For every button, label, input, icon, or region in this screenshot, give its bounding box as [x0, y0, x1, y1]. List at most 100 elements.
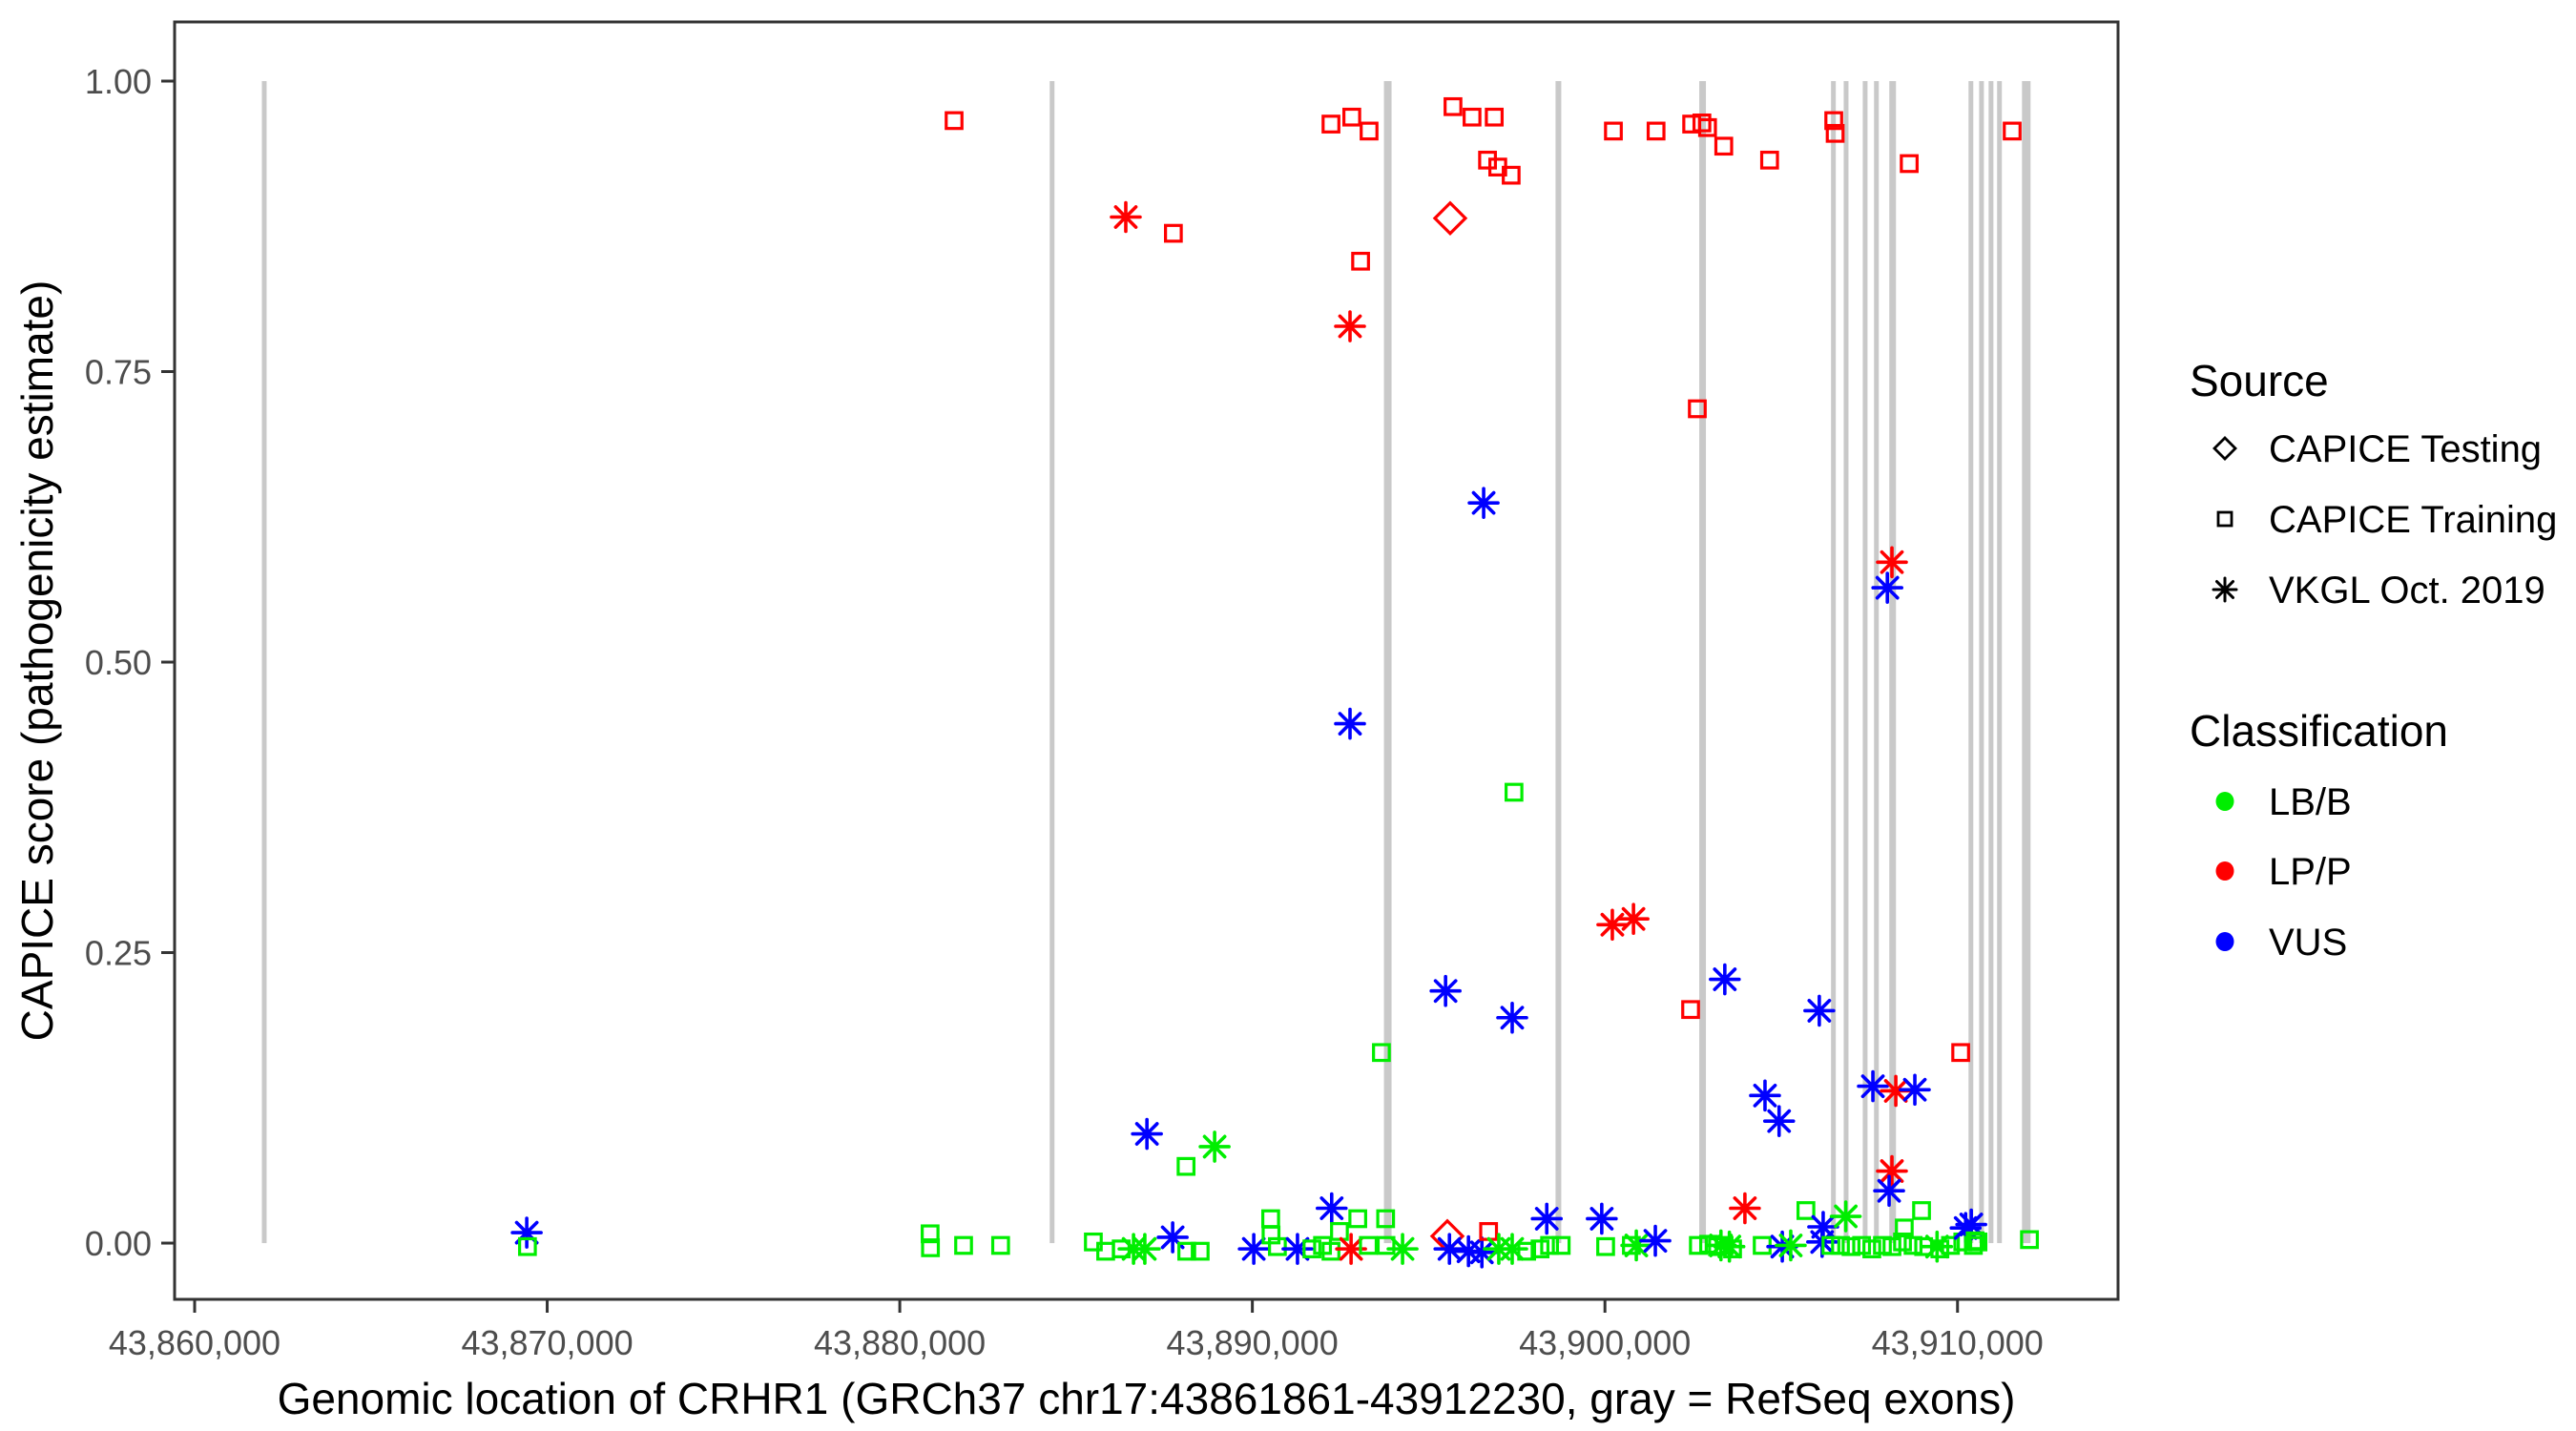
data-point-asterisk — [1467, 487, 1500, 519]
data-point-square — [1893, 1232, 1912, 1252]
data-point-asterisk — [1237, 1233, 1270, 1265]
legend-item-label: LP/P — [2269, 851, 2352, 893]
legend-item-label: LB/B — [2269, 781, 2352, 823]
exon-bar — [1889, 80, 1897, 1244]
data-point-square — [1821, 1235, 1840, 1255]
data-point-square — [1376, 1235, 1396, 1255]
data-point-square — [1604, 121, 1623, 141]
data-point-square — [1176, 1156, 1196, 1176]
data-point-square — [1444, 96, 1463, 116]
data-point-square — [1759, 150, 1779, 170]
data-point-square — [1796, 1201, 1816, 1220]
data-point-asterisk — [1530, 1202, 1564, 1235]
data-point-asterisk — [1429, 974, 1462, 1007]
data-point-square — [1342, 107, 1361, 127]
data-point-asterisk — [510, 1216, 543, 1249]
exon-bar — [1862, 80, 1868, 1244]
data-point-asterisk — [1709, 963, 1741, 996]
data-point-square — [1841, 1236, 1860, 1256]
data-point-asterisk — [1803, 994, 1836, 1027]
data-point-asterisk — [1496, 1001, 1528, 1034]
data-point-square — [1930, 1239, 1950, 1258]
data-point-asterisk — [1334, 707, 1366, 740]
legend-item-capice-training: CAPICE Training — [2216, 499, 2557, 541]
data-point-asterisk — [1129, 1233, 1161, 1265]
y-tick-label: 0.50 — [85, 643, 152, 682]
axes: 43,860,000 43,870,000 43,880,000 43,890,000… — [85, 62, 2044, 1362]
data-point-asterisk — [1880, 1074, 1912, 1108]
data-point-square — [517, 1236, 537, 1256]
data-point-square — [1376, 1209, 1396, 1229]
data-point-diamond — [1432, 200, 1468, 236]
legend-item-label: CAPICE Testing — [2269, 428, 2542, 470]
data-point-square — [945, 111, 964, 131]
data-point-square — [2020, 1230, 2039, 1250]
data-point-asterisk — [1131, 1117, 1163, 1151]
data-point-square — [1862, 1239, 1881, 1258]
legend: Source CAPICE Testing CAPICE Training VK… — [2190, 356, 2557, 964]
exon-bar — [2022, 80, 2031, 1244]
legend-item-label: CAPICE Training — [2269, 499, 2557, 541]
data-point-asterisk — [1955, 1208, 1987, 1241]
data-point-square — [1596, 1236, 1615, 1256]
data-point-asterisk — [1315, 1192, 1348, 1225]
data-point-square — [1540, 1235, 1560, 1255]
data-point-asterisk — [1335, 1233, 1367, 1265]
data-point-asterisk — [1899, 1073, 1931, 1107]
exon-bar — [1968, 80, 1974, 1244]
data-point-square — [1268, 1236, 1287, 1256]
data-point-square — [1941, 1235, 1961, 1255]
plot-panel — [175, 22, 2118, 1299]
data-point-square — [1697, 117, 1717, 137]
exon-bar — [1555, 80, 1562, 1244]
square-icon — [2216, 510, 2233, 528]
legend-item-lpp: LP/P — [2215, 851, 2352, 893]
exon-bar — [1997, 80, 2003, 1244]
data-point-square — [1692, 113, 1712, 133]
exon-bar — [1049, 80, 1055, 1244]
x-tick-label: 43,890,000 — [1167, 1323, 1339, 1362]
data-point-asterisk — [1713, 1230, 1746, 1263]
data-point-square — [1302, 1239, 1321, 1258]
data-point-asterisk — [1433, 1233, 1466, 1265]
data-point-square — [1551, 1235, 1571, 1255]
x-tick-label: 43,870,000 — [461, 1323, 633, 1362]
data-point-square — [1517, 1241, 1537, 1261]
exon-bar — [1979, 80, 1984, 1244]
data-point-square — [1530, 1239, 1550, 1258]
data-point-asterisk — [1465, 1235, 1499, 1269]
data-point-square — [1903, 1235, 1923, 1255]
data-point-square — [990, 1235, 1010, 1255]
legend-source-title: Source — [2190, 356, 2329, 405]
y-tick-label: 0.00 — [85, 1224, 152, 1263]
legend-item-vus: VUS — [2215, 922, 2347, 964]
x-tick-label: 43,880,000 — [814, 1323, 986, 1362]
data-point-square — [1831, 1235, 1850, 1255]
y-tick-label: 1.00 — [85, 62, 152, 101]
legend-item-lbb: LB/B — [2215, 781, 2352, 823]
data-point-asterisk — [1729, 1192, 1761, 1225]
data-point-asterisk — [1110, 200, 1142, 234]
data-point-asterisk — [1921, 1230, 1954, 1263]
data-point-asterisk — [1871, 571, 1903, 604]
data-point-asterisk — [1829, 1200, 1862, 1233]
refseq-exon-bars — [261, 80, 2031, 1244]
data-point-square — [1681, 1000, 1700, 1020]
data-point-square — [2003, 121, 2022, 141]
data-point-square — [1900, 154, 1919, 174]
data-point-square — [1321, 1241, 1340, 1261]
data-point-square — [1177, 1241, 1196, 1261]
data-point-square — [1723, 1239, 1742, 1258]
data-point-square — [1873, 1235, 1892, 1255]
data-point-square — [1714, 136, 1734, 156]
y-tick-label: 0.25 — [85, 934, 152, 973]
data-point-square — [921, 1238, 941, 1257]
data-point-asterisk — [1198, 1130, 1231, 1163]
data-point-square — [1463, 107, 1482, 127]
data-point-asterisk — [1762, 1105, 1796, 1137]
data-point-square — [1912, 1201, 1931, 1220]
data-point-square — [1504, 782, 1524, 802]
legend-item-label: VUS — [2269, 922, 2347, 964]
data-point-asterisk — [1617, 902, 1650, 936]
data-point-square — [1968, 1232, 1988, 1252]
